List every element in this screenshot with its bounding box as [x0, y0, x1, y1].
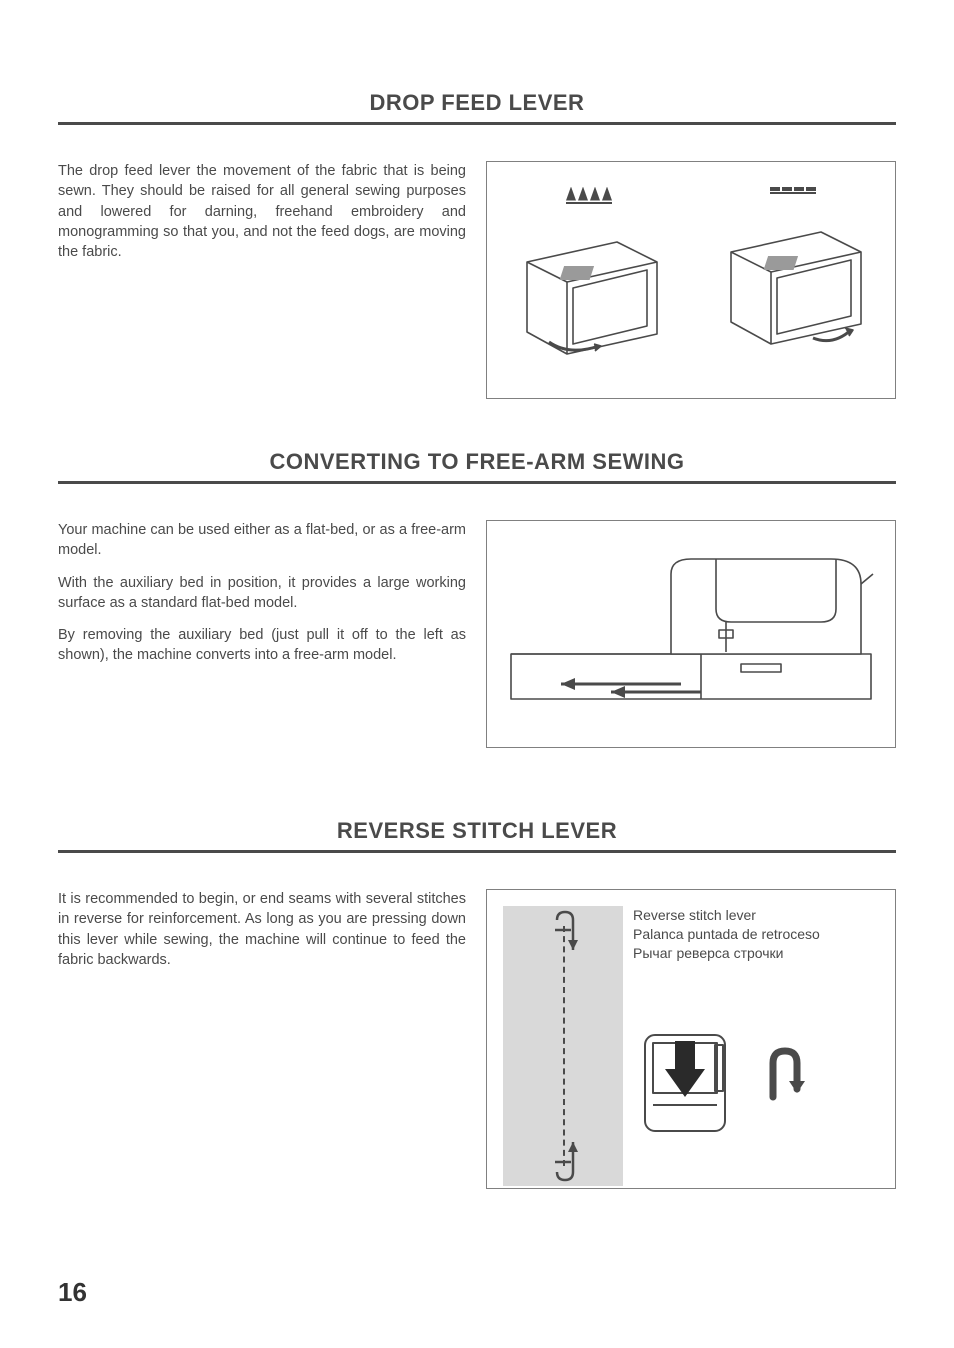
paragraph: The drop feed lever the movement of the …: [58, 161, 466, 262]
reverse-lever-icon: [633, 1023, 879, 1143]
drop-feed-diagram: [486, 161, 896, 399]
feed-down-state: [713, 187, 873, 374]
feed-teeth-up-icon: [566, 187, 612, 204]
content-row: It is recommended to begin, or end seams…: [58, 889, 896, 1189]
section-title: CONVERTING TO FREE-ARM SEWING: [58, 449, 896, 484]
page-number: 16: [58, 1277, 87, 1308]
u-turn-icon: [761, 1045, 805, 1120]
feed-teeth-down-icon: [770, 187, 816, 194]
stitch-arrows-icon: [503, 906, 623, 1186]
section-reverse-stitch: REVERSE STITCH LEVER It is recommended t…: [58, 818, 896, 1189]
paragraph: With the auxiliary bed in position, it p…: [58, 573, 466, 614]
label-ru: Рычаг реверса строчки: [633, 944, 879, 963]
content-row: Your machine can be used either as a fla…: [58, 520, 896, 748]
content-row: The drop feed lever the movement of the …: [58, 161, 896, 399]
section-free-arm: CONVERTING TO FREE-ARM SEWING Your machi…: [58, 449, 896, 748]
label-es: Palanca puntada de retroceso: [633, 925, 879, 944]
stitch-panel: [503, 906, 623, 1186]
diagram-inner: [487, 169, 895, 392]
label-column: Reverse stitch lever Palanca puntada de …: [633, 906, 879, 1186]
machine-base-icon: [713, 204, 873, 364]
paragraph: Your machine can be used either as a fla…: [58, 520, 466, 561]
reverse-stitch-diagram: Reverse stitch lever Palanca puntada de …: [486, 889, 896, 1189]
free-arm-diagram: [486, 520, 896, 748]
diagram-inner: Reverse stitch lever Palanca puntada de …: [487, 890, 895, 1202]
section-title: DROP FEED LEVER: [58, 90, 896, 125]
paragraph: By removing the auxiliary bed (just pull…: [58, 625, 466, 666]
text-column: The drop feed lever the movement of the …: [58, 161, 466, 274]
feed-up-state: [509, 187, 669, 374]
label-en: Reverse stitch lever: [633, 906, 879, 925]
sewing-machine-icon: [501, 534, 881, 734]
text-column: It is recommended to begin, or end seams…: [58, 889, 466, 982]
machine-base-icon: [509, 214, 669, 374]
section-title: REVERSE STITCH LEVER: [58, 818, 896, 853]
text-column: Your machine can be used either as a fla…: [58, 520, 466, 678]
section-drop-feed: DROP FEED LEVER The drop feed lever the …: [58, 90, 896, 399]
paragraph: It is recommended to begin, or end seams…: [58, 889, 466, 970]
